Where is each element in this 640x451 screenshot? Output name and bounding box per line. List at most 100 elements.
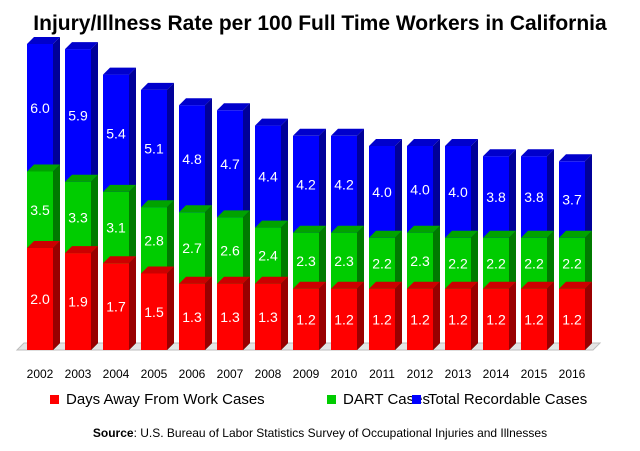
bar-top-face [103,184,136,192]
bar-top-face [141,82,174,90]
label-dart-cases-2010: 2.3 [334,253,354,269]
source-label: Source [93,426,134,440]
bar-front-face [407,288,433,350]
label-total-recordable-cases-2016: 3.7 [562,192,582,208]
legend-label: Days Away From Work Cases [66,391,265,408]
bar-side-face [129,256,136,350]
label-total-recordable-cases-2009: 4.2 [296,176,316,192]
bar-front-face [483,288,509,350]
bar-top-face [331,281,364,289]
bar-top-face [407,225,440,233]
label-dart-cases-2012: 2.3 [410,253,430,269]
label-total-recordable-cases-2011: 4.0 [372,184,392,200]
bar-side-face [471,281,478,350]
label-days-away-from-work-cases-2007: 1.3 [220,309,240,325]
bar-top-face [179,98,212,106]
bar-side-face [319,281,326,350]
bar-front-face [445,288,471,350]
bar-days-away-from-work-cases-2005 [141,266,174,350]
bar-side-face [91,246,98,350]
bar-side-face [205,276,212,350]
bar-front-face [103,263,129,350]
bar-days-away-from-work-cases-2003 [65,246,98,350]
label-dart-cases-2005: 2.8 [144,232,164,248]
bar-top-face [293,281,326,289]
bar-top-face [217,276,250,284]
bar-top-face [27,164,60,172]
bar-top-face [65,42,98,50]
label-total-recordable-cases-2004: 5.4 [106,125,126,141]
label-days-away-from-work-cases-2012: 1.2 [410,311,430,327]
bar-top-face [331,225,364,233]
label-dart-cases-2016: 2.2 [562,255,582,271]
legend-item-days-away-from-work-cases: Days Away From Work Cases [50,391,265,408]
label-days-away-from-work-cases-2010: 1.2 [334,311,354,327]
label-total-recordable-cases-2010: 4.2 [334,176,354,192]
bar-front-face [255,283,281,350]
label-dart-cases-2015: 2.2 [524,255,544,271]
bar-days-away-from-work-cases-2007 [217,276,250,350]
label-total-recordable-cases-2006: 4.8 [182,151,202,167]
bar-days-away-from-work-cases-2002 [27,241,60,350]
label-total-recordable-cases-2013: 4.0 [448,184,468,200]
source-note: Source: U.S. Bureau of Labor Statistics … [93,426,547,440]
label-dart-cases-2009: 2.3 [296,253,316,269]
bar-days-away-from-work-cases-2004 [103,256,136,350]
label-days-away-from-work-cases-2011: 1.2 [372,311,392,327]
label-days-away-from-work-cases-2002: 2.0 [30,291,50,307]
bar-top-face [27,241,60,248]
label-dart-cases-2014: 2.2 [486,255,506,271]
bar-top-face [331,128,364,136]
x-tick-label-2012: 2012 [407,367,434,381]
bar-front-face [559,288,585,350]
bar-front-face [141,273,167,350]
bar-top-face [407,281,440,289]
label-days-away-from-work-cases-2004: 1.7 [106,299,126,315]
legend: Days Away From Work Cases DART CasesTotal… [50,391,587,408]
label-total-recordable-cases-2002: 6.0 [30,100,50,116]
bar-side-face [357,281,364,350]
bar-top-face [369,281,402,289]
label-total-recordable-cases-2005: 5.1 [144,141,164,157]
bar-top-face [255,118,288,126]
legend-item-total-recordable-cases: Total Recordable Cases [412,391,587,408]
label-dart-cases-2004: 3.1 [106,220,126,236]
bar-top-face [293,128,326,136]
label-days-away-from-work-cases-2008: 1.3 [258,309,278,325]
chart-title: Injury/Illness Rate per 100 Full Time Wo… [33,12,607,35]
bar-days-away-from-work-cases-2016 [559,281,592,350]
label-dart-cases-2002: 3.5 [30,202,50,218]
x-tick-label-2007: 2007 [217,367,244,381]
x-tick-label-2008: 2008 [255,367,282,381]
x-tick-label-2011: 2011 [369,367,395,381]
x-tick-label-2004: 2004 [103,367,130,381]
label-total-recordable-cases-2007: 4.7 [220,156,240,172]
label-total-recordable-cases-2008: 4.4 [258,169,278,185]
bar-side-face [509,281,516,350]
bar-top-face [103,67,136,75]
legend-label: Total Recordable Cases [428,391,587,408]
label-days-away-from-work-cases-2003: 1.9 [68,294,88,310]
bar-top-face [445,139,478,146]
bar-side-face [167,266,174,350]
bar-top-face [179,276,212,284]
data-labels-group: 6.0 3.5 2.0 5.9 3.3 1.9 5.4 3.1 1.7 5.1 2.8 1.5 4.8 2… [30,100,582,328]
bar-top-face [65,174,98,182]
legend-swatch [50,395,59,404]
label-days-away-from-work-cases-2014: 1.2 [486,311,506,327]
bar-days-away-from-work-cases-2015 [521,281,554,350]
bar-top-face [559,230,592,238]
bar-side-face [395,281,402,350]
bar-top-face [293,225,326,233]
bar-top-face [103,256,136,264]
bar-days-away-from-work-cases-2008 [255,276,288,350]
bar-top-face [445,281,478,289]
bar-top-face [483,149,516,157]
bar-top-face [255,276,288,284]
bar-side-face [585,281,592,350]
bar-front-face [521,288,547,350]
bar-top-face [369,230,402,238]
bar-side-face [53,241,60,350]
bar-top-face [217,103,250,111]
